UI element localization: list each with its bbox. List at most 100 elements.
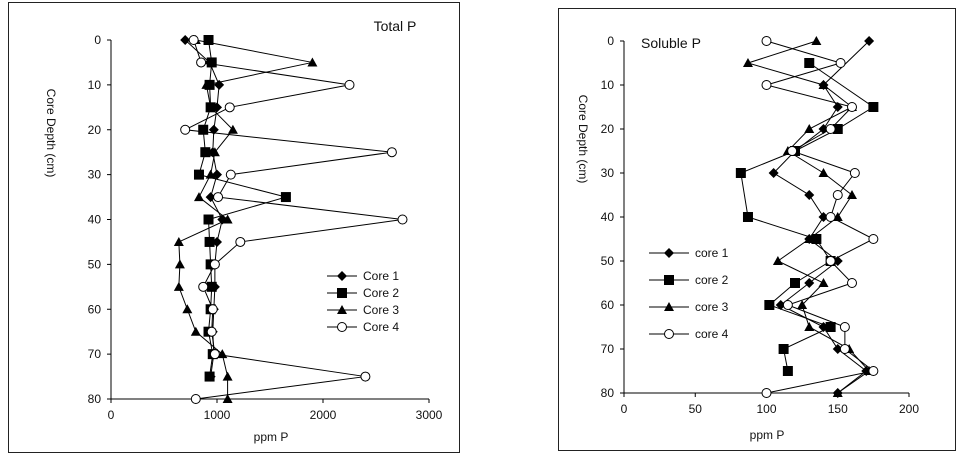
total-p-point-core-2 — [204, 79, 215, 90]
soluble-p-point-core-1 — [804, 190, 815, 200]
total-p-axes: 0 10 20 30 40 50 60 70 80 0 1000 2000 3000 — [88, 33, 443, 422]
soluble-p-point-core-1 — [832, 102, 843, 112]
soluble-p-legend-item-core-3: core 3 — [649, 300, 729, 314]
soluble-p-point-core-4 — [847, 278, 857, 288]
total-p-point-core-3 — [190, 326, 201, 336]
soluble-p-point-core-3 — [804, 322, 815, 331]
total-p-point-core-4 — [180, 124, 191, 135]
soluble-p-point-core-4 — [868, 234, 879, 244]
soluble-p-legend-marker — [664, 329, 674, 339]
total-p-legend-label: Core 2 — [363, 286, 399, 300]
soluble-p-point-core-2 — [790, 278, 800, 288]
total-p-series-line-core-3 — [178, 39, 313, 399]
soluble-p-point-core-4 — [782, 300, 793, 310]
total-p-point-core-4 — [196, 57, 207, 68]
soluble-p-point-core-1 — [768, 168, 779, 178]
total-p-x-tick-label: 1000 — [204, 408, 231, 422]
soluble-p-point-core-4 — [761, 388, 772, 398]
total-p-point-core-4 — [360, 371, 371, 382]
total-p-legend-marker — [337, 305, 347, 314]
total-p-y-tick-label: 20 — [88, 123, 102, 137]
soluble-p-axes: 0 10 20 30 40 50 60 70 80 0 50 100 150 200 — [601, 34, 920, 416]
total-p-point-core-2 — [204, 371, 215, 382]
soluble-p-point-core-1 — [832, 344, 843, 354]
soluble-p-y-axis-label: Core Depth (cm) — [576, 95, 590, 184]
total-p-point-core-3 — [227, 124, 238, 134]
total-p-legend: Core 1 Core 2 Core 3 Core 4 — [327, 269, 399, 334]
soluble-p-point-core-4 — [839, 344, 850, 354]
soluble-p-point-core-4 — [825, 212, 836, 222]
total-p-point-core-2 — [203, 35, 214, 45]
total-p-legend-marker — [337, 288, 347, 298]
soluble-p-y-tick-label: 0 — [607, 34, 614, 48]
soluble-p-point-core-2 — [735, 168, 746, 178]
soluble-p-y-tick-label: 30 — [601, 166, 615, 180]
soluble-p-chart-panel: 0 10 20 30 40 50 60 70 80 0 50 100 150 200 ppm P Core D… — [558, 8, 956, 451]
soluble-p-legend-item-core-1: core 1 — [649, 246, 729, 260]
soluble-p-legend: core 1 core 2 core 3 core 4 — [649, 246, 729, 341]
total-p-legend-label: Core 4 — [363, 320, 399, 334]
soluble-p-legend-marker — [664, 275, 674, 285]
total-p-point-core-2 — [204, 236, 215, 247]
total-p-y-tick-label: 50 — [88, 257, 102, 271]
total-p-point-core-2 — [203, 214, 214, 225]
soluble-p-x-tick-label: 0 — [621, 402, 628, 416]
soluble-p-point-core-2 — [778, 344, 789, 354]
soluble-p-point-core-3 — [847, 190, 857, 199]
soluble-p-point-core-3 — [818, 80, 829, 89]
soluble-p-point-core-3 — [818, 168, 829, 177]
total-p-point-core-4 — [198, 281, 209, 292]
total-p-legend-label: Core 3 — [363, 303, 399, 317]
total-p-y-tick-label: 30 — [88, 168, 102, 182]
total-p-x-tick-label: 0 — [108, 408, 115, 422]
total-p-point-core-3 — [173, 281, 184, 291]
soluble-p-y-tick-label: 20 — [601, 122, 615, 136]
total-p-point-core-2 — [193, 169, 204, 180]
soluble-p-y-tick-label: 10 — [601, 78, 615, 92]
soluble-p-point-core-2 — [825, 322, 836, 332]
total-p-y-axis-label: Core Depth (cm) — [44, 89, 58, 178]
soluble-p-legend-item-core-4: core 4 — [649, 327, 729, 341]
total-p-legend-item-core-4: Core 4 — [327, 320, 399, 334]
total-p-y-tick-label: 0 — [94, 33, 101, 47]
soluble-p-point-core-1 — [775, 300, 786, 310]
total-p-legend-label: Core 1 — [363, 269, 399, 283]
total-p-point-core-3 — [193, 192, 204, 202]
total-p-point-core-3 — [205, 169, 216, 179]
soluble-p-x-tick-label: 150 — [828, 402, 848, 416]
total-p-y-tick-label: 40 — [88, 213, 102, 227]
soluble-p-chart-title: Soluble P — [641, 35, 701, 51]
soluble-p-x-tick-label: 200 — [899, 402, 919, 416]
total-p-point-core-2 — [198, 124, 209, 135]
total-p-point-core-4 — [209, 259, 220, 270]
total-p-y-tick-label: 60 — [88, 302, 102, 316]
soluble-p-y-tick-label: 80 — [601, 386, 615, 400]
soluble-p-point-core-4 — [847, 102, 857, 112]
total-p-point-core-1 — [205, 192, 216, 203]
total-p-series-core-4 — [180, 35, 408, 404]
soluble-p-point-core-1 — [818, 212, 829, 222]
soluble-p-point-core-2 — [868, 102, 879, 112]
total-p-x-axis-label: ppm P — [254, 430, 289, 444]
soluble-p-y-tick-label: 40 — [601, 210, 615, 224]
total-p-series-core-3 — [173, 35, 318, 403]
total-p-point-core-3 — [205, 102, 216, 112]
soluble-p-y-tick-label: 70 — [601, 342, 615, 356]
total-p-legend-item-core-3: Core 3 — [327, 303, 399, 317]
soluble-p-legend-marker — [664, 302, 674, 311]
soluble-p-y-tick-label: 60 — [601, 298, 615, 312]
soluble-p-point-core-4 — [825, 124, 836, 134]
soluble-p-point-core-4 — [825, 256, 836, 266]
total-p-point-core-3 — [222, 371, 233, 381]
soluble-p-point-core-4 — [868, 366, 879, 376]
total-p-point-core-3 — [174, 259, 185, 269]
soluble-p-legend-label: core 3 — [695, 300, 729, 314]
total-p-legend-item-core-1: Core 1 — [327, 269, 399, 283]
soluble-p-legend-label: core 1 — [695, 246, 729, 260]
soluble-p-point-core-3 — [742, 58, 753, 67]
total-p-chart-title: Total P — [374, 18, 417, 34]
total-p-x-tick-label: 2000 — [310, 408, 337, 422]
total-p-y-tick-label: 80 — [88, 392, 102, 406]
total-p-point-core-3 — [222, 214, 233, 224]
total-p-y-tick-label: 10 — [88, 78, 102, 92]
